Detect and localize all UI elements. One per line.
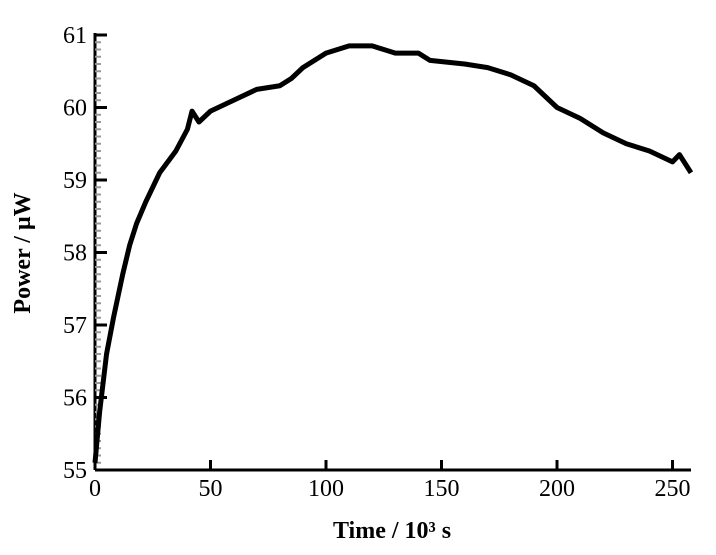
y-tick-label: 58 [63,241,87,267]
y-tick-label: 57 [63,313,87,339]
x-axis-label: Time / 10³ s [333,518,451,544]
y-tick-label: 55 [63,458,87,484]
y-tick-label: 61 [63,23,87,49]
y-tick-label: 59 [63,168,87,194]
y-axis-label: Power / μW [10,192,36,313]
x-tick-label: 150 [424,476,460,502]
x-tick-label: 250 [655,476,691,502]
x-tick-label: 0 [89,476,101,502]
x-tick-label: 50 [199,476,223,502]
x-tick-label: 100 [308,476,344,502]
x-tick-label: 200 [539,476,575,502]
y-tick-label: 56 [63,386,87,412]
y-tick-label: 60 [63,96,87,122]
data-line [92,43,694,463]
